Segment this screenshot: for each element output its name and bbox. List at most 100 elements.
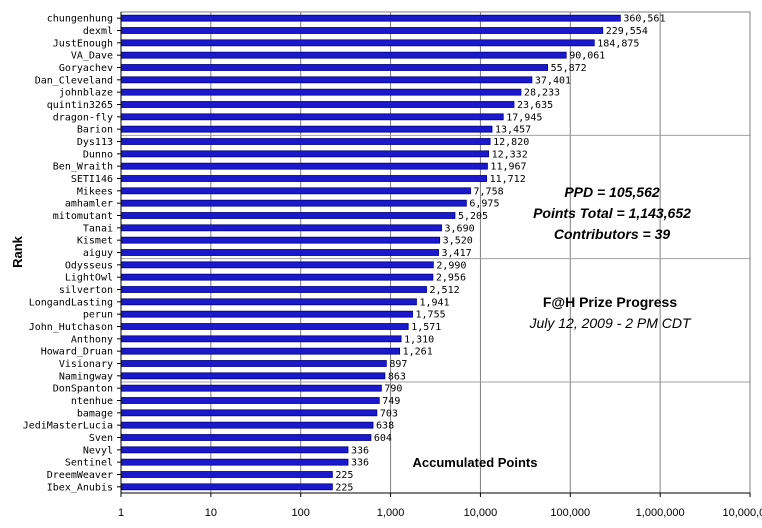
category-label: aiguy — [83, 248, 113, 259]
category-label: dragon-fly — [53, 112, 113, 123]
x-tick-label: 1,000,000 — [636, 507, 685, 519]
bar — [120, 384, 382, 392]
contributors-stat: Contributors = 39 — [554, 226, 671, 242]
value-label: 638 — [376, 421, 394, 432]
value-label: 360,561 — [623, 14, 665, 25]
x-tick-label: 100 — [292, 507, 310, 519]
bar — [120, 51, 567, 59]
bar — [120, 199, 467, 207]
points-total-stat: Points Total = 1,143,652 — [533, 205, 691, 221]
bar — [120, 446, 349, 454]
bar — [120, 101, 515, 108]
category-label: Sentinel — [65, 458, 113, 469]
category-label: dexml — [83, 26, 113, 37]
category-label: DreemWeaver — [47, 470, 113, 481]
value-label: 90,061 — [569, 51, 605, 62]
value-label: 1,261 — [403, 347, 433, 358]
value-label: 55,872 — [551, 63, 587, 74]
value-label: 23,635 — [517, 100, 553, 111]
category-label: amhamler — [65, 199, 113, 210]
value-label: 1,755 — [416, 310, 446, 321]
category-label: silverton — [59, 285, 113, 296]
value-label: 229,554 — [606, 26, 648, 37]
bar — [120, 397, 380, 404]
bar — [120, 14, 621, 22]
category-label: johnblaze — [59, 88, 113, 99]
bar — [120, 273, 434, 281]
x-tick-label: 10,000,000 — [722, 507, 762, 519]
category-label: perun — [83, 310, 113, 321]
category-label: SETI146 — [71, 174, 113, 185]
x-tick-label: 100,000 — [550, 507, 590, 519]
category-label: Howard_Druan — [41, 347, 113, 358]
bars — [120, 14, 621, 491]
bar — [120, 261, 434, 269]
value-label: 225 — [335, 470, 353, 481]
x-tick-label: 10 — [205, 507, 217, 519]
category-label: Odysseus — [65, 260, 113, 271]
bar — [120, 113, 504, 121]
x-tick-labels: 1 10 100 1,000 10,000 100,000 1,000,000 10,000,… — [118, 492, 762, 519]
value-label: 11,967 — [490, 162, 526, 173]
bar — [120, 372, 386, 380]
category-label: Ben_Wraith — [53, 162, 113, 173]
value-label: 12,332 — [492, 149, 528, 160]
value-label: 13,457 — [495, 125, 531, 136]
bar — [120, 212, 456, 219]
x-tick-label: 1 — [118, 507, 124, 519]
value-label: 184,875 — [597, 38, 639, 49]
value-label: 2,956 — [436, 273, 466, 284]
category-label: Dan_Cleveland — [35, 75, 113, 86]
category-label: Barion — [77, 125, 113, 136]
category-label: LightOwl — [65, 273, 113, 284]
category-label: VA_Dave — [71, 51, 113, 62]
bar — [120, 138, 491, 145]
bar — [120, 434, 372, 441]
bar — [120, 187, 471, 195]
value-label: 703 — [380, 408, 398, 419]
ppd-stat: PPD = 105,562 — [564, 184, 660, 200]
category-label: Tanai — [83, 223, 113, 234]
chart-title: F@H Prize Progress — [543, 294, 677, 310]
value-label: 863 — [388, 371, 406, 382]
category-label: John_Hutchason — [29, 322, 113, 333]
category-label: Sven — [89, 433, 113, 444]
category-label: Goryachev — [59, 63, 113, 74]
value-label: 6,975 — [469, 199, 499, 210]
bar — [120, 64, 548, 71]
value-label: 28,233 — [524, 88, 560, 99]
bar — [120, 125, 493, 133]
value-label: 5,205 — [458, 211, 488, 222]
y-axis-label: Rank — [10, 235, 25, 268]
category-label: chungenhung — [47, 14, 113, 25]
bar — [120, 39, 595, 47]
bar — [120, 360, 387, 367]
category-label: Kismet — [77, 236, 113, 247]
bar — [120, 88, 522, 96]
category-label: ntenhue — [71, 396, 113, 407]
bar — [120, 236, 441, 244]
value-label: 336 — [351, 458, 369, 469]
category-label: JustEnough — [53, 38, 113, 49]
x-tick-label: 10,000 — [464, 507, 498, 519]
value-label: 12,820 — [493, 137, 529, 148]
bar — [120, 310, 413, 318]
category-label: mitomutant — [53, 211, 113, 222]
value-label: 790 — [384, 384, 402, 395]
x-axis-label: Accumulated Points — [413, 455, 538, 470]
chart-subtitle: July 12, 2009 - 2 PM CDT — [528, 315, 692, 331]
category-label: Dys113 — [77, 137, 113, 148]
category-label: Ibex_Anubis — [47, 482, 113, 493]
value-label: 2,512 — [430, 285, 460, 296]
bar — [120, 175, 487, 182]
bar — [120, 298, 417, 306]
bar — [120, 162, 488, 170]
category-label: Namingway — [59, 371, 113, 382]
bar — [120, 421, 374, 429]
category-label: Dunno — [83, 149, 113, 160]
category-label: Mikees — [77, 186, 113, 197]
value-label: 1,571 — [411, 322, 441, 333]
value-label: 37,401 — [535, 75, 571, 86]
value-label: 2,990 — [436, 260, 466, 271]
